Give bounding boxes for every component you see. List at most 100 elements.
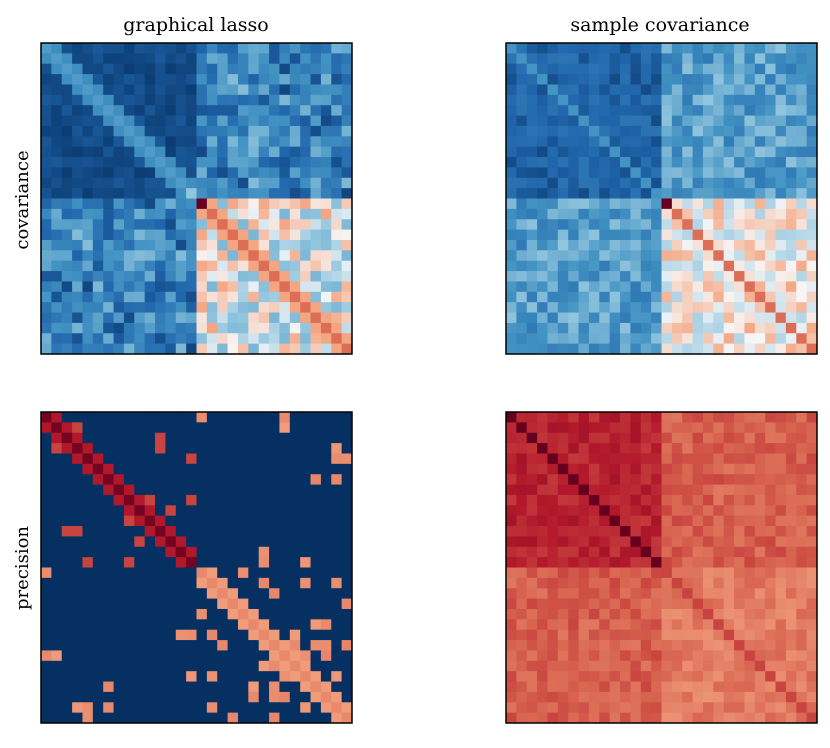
heatmap-cell	[279, 333, 291, 345]
heatmap-cell	[692, 271, 704, 282]
heatmap-cell	[175, 63, 187, 75]
heatmap-cell	[269, 629, 280, 641]
heatmap-cell	[702, 229, 714, 241]
heatmap-cell	[682, 302, 693, 313]
heatmap-cell	[269, 229, 280, 241]
heatmap-cell	[734, 125, 745, 137]
heatmap-cell	[713, 463, 725, 475]
heatmap-cell	[796, 136, 808, 148]
heatmap-cell	[92, 650, 104, 662]
heatmap-cell	[682, 136, 693, 148]
heatmap-cell	[526, 177, 538, 189]
heatmap-cell	[630, 505, 642, 517]
heatmap-cell	[155, 619, 166, 631]
heatmap-cell	[123, 629, 135, 641]
heatmap-cell	[144, 115, 156, 127]
heatmap-cell	[341, 422, 353, 434]
heatmap-cell	[289, 546, 301, 558]
heatmap-cell	[506, 546, 517, 558]
heatmap-cell	[186, 474, 197, 485]
heatmap-cell	[588, 250, 600, 262]
heatmap-cell	[227, 588, 239, 599]
heatmap-cell	[103, 271, 114, 282]
heatmap-cell	[744, 260, 756, 272]
heatmap-cell	[331, 260, 343, 272]
heatmap-cell	[526, 608, 538, 620]
heatmap-cell	[547, 712, 559, 724]
heatmap-cell	[248, 577, 260, 589]
heatmap-cell	[599, 557, 611, 568]
heatmap-cell	[537, 432, 548, 444]
heatmap-cell	[144, 702, 156, 714]
heatmap-cell	[661, 463, 673, 475]
heatmap-cell	[227, 432, 239, 444]
heatmap-cell	[248, 115, 260, 127]
heatmap-cell	[144, 229, 156, 241]
heatmap-cell	[578, 640, 590, 651]
heatmap-cell	[640, 619, 652, 631]
heatmap-cell	[516, 640, 528, 651]
heatmap-cell	[331, 702, 343, 714]
heatmap-cell	[82, 412, 94, 423]
heatmap-cell	[723, 239, 735, 251]
heatmap-cell	[41, 598, 52, 610]
heatmap-cell	[341, 188, 353, 199]
heatmap-cell	[175, 250, 187, 262]
heatmap-cell	[206, 177, 218, 189]
heatmap-cell	[61, 515, 73, 527]
heatmap-cell	[300, 650, 311, 662]
heatmap-cell	[568, 691, 579, 703]
heatmap-cell	[217, 494, 228, 506]
heatmap-cell	[557, 291, 569, 303]
heatmap-cell	[269, 302, 280, 313]
heatmap-cell	[620, 712, 631, 724]
heatmap-cell	[279, 53, 291, 65]
heatmap-cell	[765, 271, 776, 282]
heatmap-cell	[186, 536, 197, 548]
heatmap-cell	[630, 198, 642, 210]
heatmap-cell	[155, 702, 166, 714]
heatmap-cell	[765, 208, 776, 220]
heatmap-cell	[341, 598, 353, 610]
heatmap-cell	[557, 567, 569, 579]
heatmap-cell	[310, 474, 322, 485]
heatmap-cell	[186, 281, 197, 293]
heatmap-cell	[237, 53, 249, 65]
heatmap-cell	[702, 291, 714, 303]
heatmap-cell	[723, 588, 735, 599]
heatmap-cell	[692, 94, 704, 106]
heatmap-cell	[516, 239, 528, 251]
heatmap-cell	[61, 453, 73, 465]
heatmap-cell	[775, 660, 787, 672]
heatmap-cell	[734, 494, 745, 506]
heatmap-cell	[341, 146, 353, 158]
heatmap-cell	[516, 691, 528, 703]
heatmap-cell	[103, 53, 114, 65]
heatmap-cell	[175, 312, 187, 324]
heatmap-cell	[279, 557, 291, 568]
heatmap-cell	[640, 463, 652, 475]
heatmap-cell	[248, 219, 260, 230]
heatmap-cell	[196, 208, 208, 220]
heatmap-cell	[671, 84, 683, 96]
heatmap-cell	[341, 63, 353, 75]
heatmap-cell	[599, 588, 611, 599]
heatmap-cell	[682, 681, 693, 693]
heatmap-cell	[217, 443, 228, 454]
heatmap-cell	[92, 422, 104, 434]
heatmap-cell	[630, 84, 642, 96]
heatmap-cell	[196, 229, 208, 241]
heatmap-cell	[526, 484, 538, 496]
heatmap-cell	[630, 629, 642, 641]
heatmap-cell	[588, 577, 600, 589]
heatmap-cell	[537, 474, 548, 485]
heatmap-cell	[516, 43, 528, 54]
heatmap-cell	[289, 53, 301, 65]
heatmap-cell	[651, 546, 662, 558]
heatmap-cell	[144, 412, 156, 423]
heatmap-cell	[506, 712, 517, 724]
heatmap-cell	[269, 422, 280, 434]
heatmap-cell	[796, 343, 808, 355]
heatmap-cell	[640, 691, 652, 703]
row-title-covariance: covariance	[12, 150, 33, 249]
